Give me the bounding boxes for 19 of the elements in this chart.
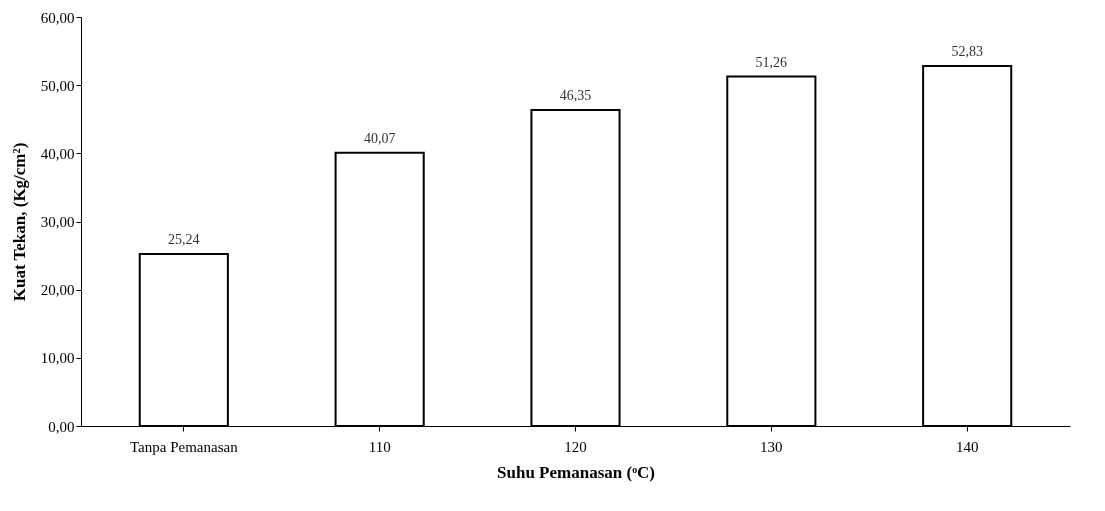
x-tick-label: 120	[564, 438, 587, 455]
x-tick-label: 140	[955, 438, 979, 455]
y-tick-label: 10,00	[40, 350, 75, 367]
x-axis-title: Suhu Pemanasan (ᵒC)	[497, 462, 655, 482]
y-tick-label: 20,00	[40, 282, 75, 299]
y-tick-label: 50,00	[40, 77, 75, 94]
y-axis-title: Kuat Tekan, (Kg/cm²)	[9, 142, 29, 302]
y-tick-label: 30,00	[40, 214, 75, 230]
data-label: 52,83	[951, 43, 983, 59]
y-tick-label: 60,00	[40, 9, 75, 26]
x-tick-label: 110	[368, 438, 391, 455]
y-tick-label: 40,00	[40, 145, 75, 162]
data-label: 46,35	[559, 88, 592, 104]
data-label: 51,26	[755, 54, 788, 70]
data-label: 25,24	[168, 231, 200, 247]
y-tick-label: 0,00	[48, 418, 75, 435]
data-label: 40,07	[363, 130, 396, 146]
x-tick-label: Tanpa Pemanasan	[129, 438, 239, 455]
x-tick-label: 130	[760, 438, 783, 455]
